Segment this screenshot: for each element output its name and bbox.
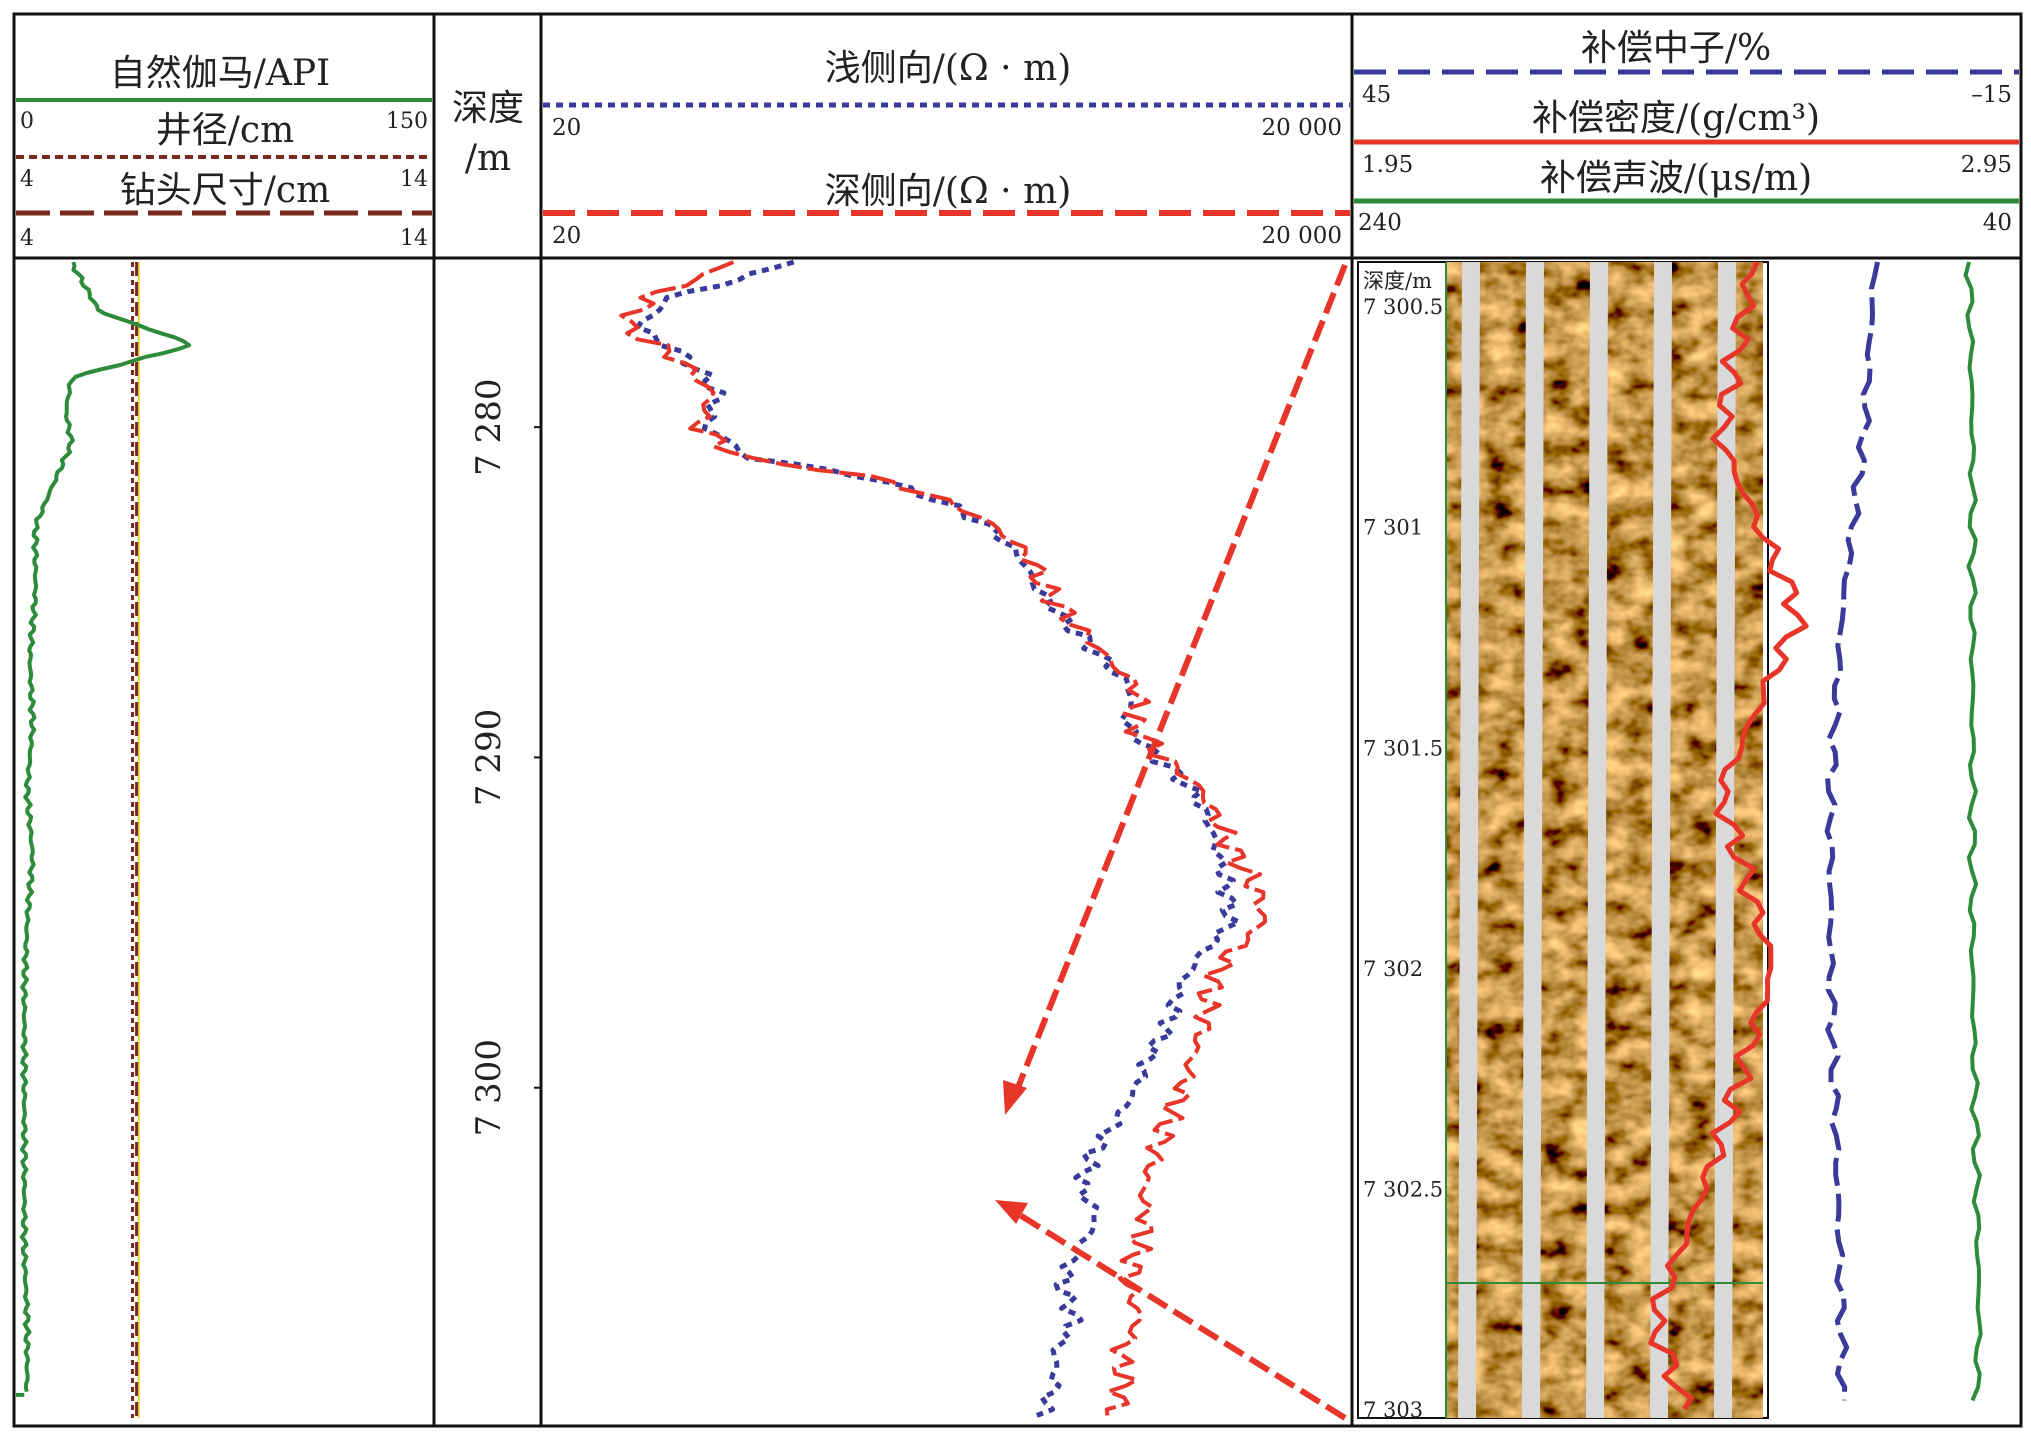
- depth-tick-label: 7 280: [469, 378, 509, 475]
- depth-tick-label: 7 290: [469, 709, 509, 806]
- pad-gap: [1586, 262, 1608, 1418]
- image-depth-tick-label: 7 302.5: [1363, 1178, 1443, 1202]
- density-label: 补偿密度/(g/cm³): [1532, 98, 1820, 139]
- porosity-plot: [1648, 261, 1983, 1411]
- zoom-arrowhead-top: [1003, 1080, 1027, 1115]
- deep-resistivity-curve: [619, 260, 1267, 1416]
- image-depth-tick-label: 7 301.5: [1363, 736, 1443, 760]
- deep-min: 20: [552, 223, 581, 249]
- depth-track-header: 深度 /m: [452, 88, 524, 179]
- gamma-max: 150: [386, 109, 428, 134]
- depth-label-line2: /m: [465, 138, 511, 179]
- shallow-min: 20: [552, 115, 581, 141]
- porosity-track-header: 补偿中子/% 45 –15 补偿密度/(g/cm³) 1.95 2.95 补偿声…: [1354, 28, 2019, 236]
- depth-label-line1: 深度: [452, 88, 524, 129]
- shallow-label: 浅侧向/(Ω · m): [825, 48, 1072, 89]
- bit-label: 钻头尺寸/cm: [120, 170, 330, 211]
- caliper-min: 4: [20, 167, 34, 192]
- gr-plot: [16, 261, 192, 1418]
- resistivity-track-header: 浅侧向/(Ω · m) 20 20 000 深侧向/(Ω · m) 20 20 …: [543, 48, 1350, 249]
- zoom-arrowhead-bottom: [995, 1200, 1028, 1224]
- neutron-curve: [1824, 261, 1880, 1401]
- zoom-arrow-top: [1012, 263, 1348, 1097]
- image-depth-tick-label: 7 303: [1363, 1398, 1423, 1422]
- shallow-resistivity-curve: [635, 259, 1242, 1418]
- pad-gap: [1650, 262, 1672, 1418]
- depth-ticks: 7 280 7 290 7 300: [469, 378, 541, 1136]
- gamma-min: 0: [20, 109, 34, 134]
- shallow-max: 20 000: [1262, 115, 1342, 141]
- caliper-label: 井径/cm: [156, 110, 294, 151]
- gamma-curve: [19, 261, 192, 1393]
- bit-max: 14: [400, 226, 428, 251]
- pad-gap: [1458, 262, 1480, 1418]
- image-depth-tick-label: 7 302: [1363, 957, 1423, 981]
- gr-track-header: 自然伽马/API 0 150 井径/cm 4 14 钻头尺寸/cm 4 14: [16, 53, 432, 251]
- density-max: 2.95: [1961, 152, 2012, 178]
- outer-frame: [12, 12, 2023, 1428]
- image-depth-label: 深度/m: [1363, 269, 1432, 293]
- depth-tick-label: 7 300: [469, 1039, 509, 1136]
- resistivity-plot: [619, 259, 1267, 1418]
- neutron-min: 45: [1362, 82, 1391, 108]
- neutron-label: 补偿中子/%: [1581, 28, 1771, 69]
- sonic-label: 补偿声波/(μs/m): [1540, 158, 1812, 199]
- sonic-min: 240: [1358, 210, 1402, 236]
- deep-label: 深侧向/(Ω · m): [825, 171, 1072, 212]
- sonic-curve: [1963, 261, 1983, 1402]
- deep-max: 20 000: [1262, 223, 1342, 249]
- zoom-arrow-bottom: [1013, 1209, 1347, 1421]
- pad-gap: [1522, 262, 1544, 1418]
- sonic-max: 40: [1983, 210, 2012, 236]
- image-depth-tick-label: 7 300.5: [1363, 295, 1443, 319]
- density-min: 1.95: [1362, 152, 1413, 178]
- zoom-arrows: [995, 263, 1348, 1421]
- gamma-label: 自然伽马/API: [110, 53, 331, 94]
- density-curve: [1648, 261, 1809, 1411]
- caliper-max: 14: [400, 167, 428, 192]
- image-depth-tick-label: 7 301: [1363, 516, 1423, 540]
- bit-min: 4: [20, 226, 34, 251]
- neutron-max: –15: [1971, 82, 2012, 108]
- image-depth-ticks: 7 300.5 7 301 7 301.5 7 302 7 302.5 7 303: [1363, 295, 1443, 1422]
